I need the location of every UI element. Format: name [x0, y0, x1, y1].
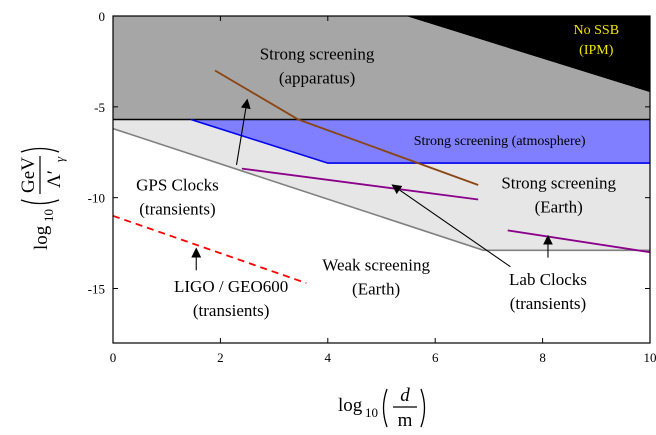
- y-label-sub: 10: [41, 209, 56, 222]
- boundary-line-2: [113, 127, 650, 252]
- y-right-paren: [20, 147, 60, 153]
- series-line-2: [507, 229, 650, 254]
- region-sublabel-6: (transients): [510, 294, 586, 313]
- y-tick-label-2: -10: [88, 191, 105, 206]
- region-sublabel-7: (transients): [193, 301, 269, 320]
- x-tick-label-5: 10: [644, 350, 656, 365]
- x-axis-label: log 10 d m: [338, 385, 426, 431]
- region-0: [405, 16, 650, 93]
- region-label-1: No SSB: [574, 23, 620, 38]
- x-tick-label-0: 0: [110, 350, 117, 365]
- region-label-5: Weak screening: [322, 255, 430, 274]
- y-axis-label: log 10 GeV Λ′ γ: [18, 147, 67, 250]
- x-tick-label-2: 4: [325, 350, 332, 365]
- x-label-sub: 10: [365, 405, 378, 420]
- x-label-main: log: [338, 395, 363, 416]
- region-sublabel-0: (apparatus): [279, 69, 355, 88]
- x-tick-label-1: 2: [217, 350, 224, 365]
- region-sublabel-4: (transients): [139, 199, 215, 218]
- plot-frame: [112, 15, 651, 344]
- region-sublabel-5: (Earth): [352, 279, 400, 298]
- y-label-num: GeV: [18, 157, 39, 193]
- region-label-4: GPS Clocks: [136, 175, 219, 194]
- region-sublabel-1: (IPM): [579, 43, 614, 58]
- y-label-den-sub: γ: [52, 156, 67, 162]
- region-label-2: Strong screening (atmosphere): [414, 134, 586, 149]
- region-label-6: Lab Clocks: [509, 270, 587, 289]
- region-label-0: Strong screening: [260, 45, 375, 64]
- annotation-arrow-0: [235, 98, 251, 166]
- annotation-arrow-1: [391, 184, 511, 268]
- series-line-0: [214, 69, 479, 186]
- y-label-den: Λ′: [44, 170, 65, 188]
- region-label-3: Strong screening: [501, 174, 616, 193]
- region-2: [190, 119, 650, 164]
- y-label-main: log: [31, 225, 52, 250]
- x-label-den: m: [398, 410, 413, 431]
- x-tick-label-3: 6: [432, 350, 439, 365]
- y-tick-label-0: 0: [99, 9, 106, 24]
- region-1: [113, 16, 650, 120]
- x-label-num: d: [400, 385, 410, 406]
- y-left-paren: [20, 199, 60, 205]
- region-3: [113, 119, 650, 251]
- region-sublabel-3: (Earth): [535, 198, 583, 217]
- region-label-7: LIGO / GEO600: [174, 277, 288, 296]
- x-tick-label-4: 8: [539, 350, 546, 365]
- series-line-1: [241, 167, 479, 201]
- x-right-paren: [420, 388, 426, 428]
- series-line-3: [113, 214, 307, 284]
- x-left-paren: [382, 388, 388, 428]
- boundary-line-1: [190, 118, 650, 164]
- y-tick-label-3: -15: [88, 282, 105, 297]
- y-tick-label-1: -5: [94, 100, 105, 115]
